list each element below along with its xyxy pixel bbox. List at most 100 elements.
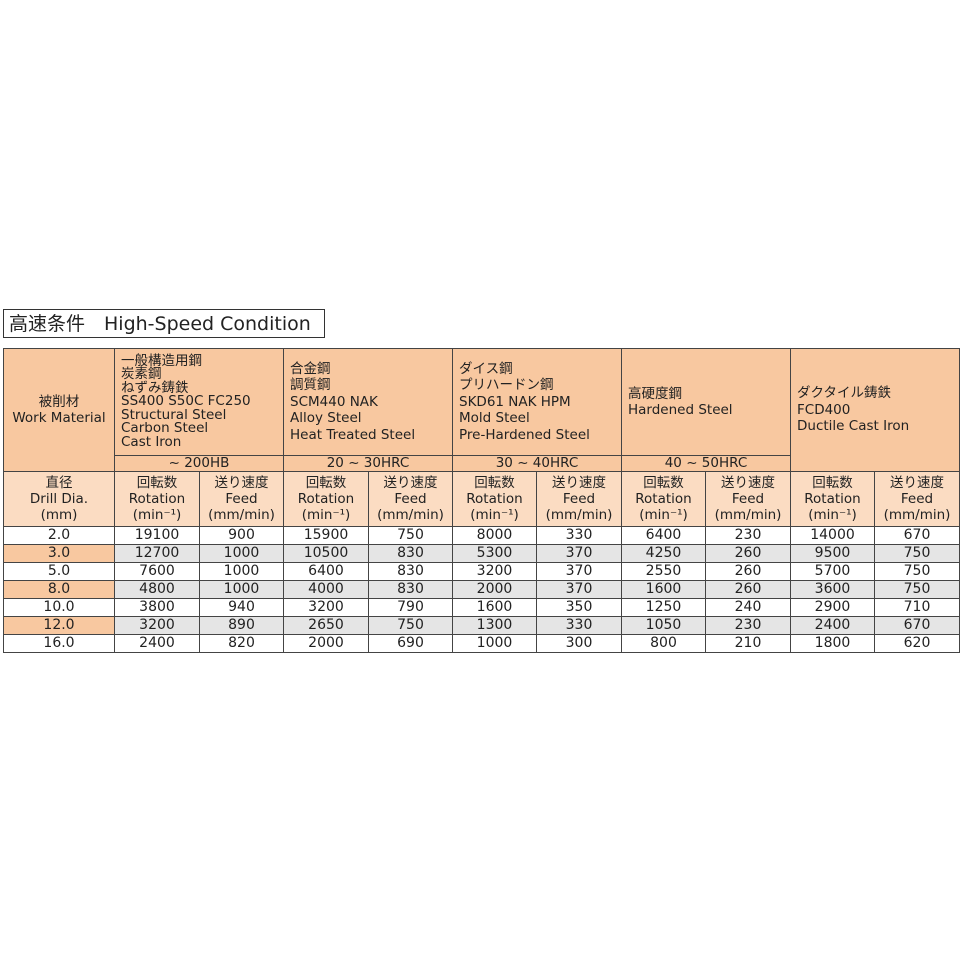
feed-header-line: (mm/min) bbox=[545, 507, 613, 523]
material-line: Alloy Steel bbox=[290, 410, 362, 427]
rotation-cell: 1600 bbox=[621, 580, 706, 599]
cutting-conditions-table: 被削材 Work Material 一般構造用鋼 炭素鋼 ねずみ鋳鉄 SS400 S50C… bbox=[3, 348, 961, 653]
feed-cell: 260 bbox=[705, 544, 791, 563]
feed-header-line: 送り速度 bbox=[552, 475, 606, 491]
feed-header-line: (mm/min) bbox=[377, 507, 444, 523]
material-line: 一般構造用鋼 bbox=[121, 352, 202, 369]
rotation-header-line: Rotation bbox=[128, 491, 186, 507]
feed-cell: 710 bbox=[873, 598, 961, 617]
work-material-label: 被削材 Work Material bbox=[3, 348, 115, 472]
feed-cell: 240 bbox=[705, 598, 791, 617]
feed-cell: 830 bbox=[368, 544, 453, 563]
feed-cell: 300 bbox=[536, 634, 622, 653]
rotation-header: 回転数 Rotation (min⁻¹) bbox=[114, 471, 200, 527]
material-header: ダイス鋼 プリハードン鋼 SKD61 NAK HPM Mold Steel Pre-Ha… bbox=[452, 348, 622, 456]
hardness-label: ~ 200HB bbox=[114, 455, 284, 472]
rotation-cell: 3600 bbox=[790, 580, 875, 599]
rotation-header-line: (min⁻¹) bbox=[470, 507, 519, 523]
material-line: ダイス鋼 bbox=[459, 360, 513, 377]
material-header: 合金鋼 調質鋼 SCM440 NAK Alloy Steel Heat Treated … bbox=[283, 348, 453, 456]
rotation-header-line: (min⁻¹) bbox=[301, 507, 351, 523]
feed-cell: 350 bbox=[536, 598, 622, 617]
rotation-cell: 2000 bbox=[283, 634, 369, 653]
feed-header-line: 送り速度 bbox=[890, 475, 944, 491]
rotation-cell: 2400 bbox=[790, 616, 875, 635]
rotation-cell: 7600 bbox=[114, 562, 200, 581]
material-line: Structural Steel bbox=[121, 406, 227, 423]
feed-cell: 230 bbox=[705, 526, 791, 545]
feed-cell: 670 bbox=[873, 616, 961, 635]
feed-cell: 260 bbox=[705, 580, 791, 599]
material-line: Hardened Steel bbox=[628, 402, 733, 418]
table-row: 12.0 3200 890 2650 750 1300 330 1050 230 2400 670 bbox=[3, 616, 961, 635]
feed-cell: 900 bbox=[199, 526, 284, 545]
rotation-cell: 6400 bbox=[621, 526, 706, 545]
rotation-cell: 14000 bbox=[790, 526, 875, 545]
feed-cell: 1000 bbox=[199, 544, 284, 563]
rotation-cell: 1250 bbox=[621, 598, 706, 617]
feed-cell: 370 bbox=[536, 562, 622, 581]
rotation-cell: 12700 bbox=[114, 544, 200, 563]
material-line: プリハードン鋼 bbox=[459, 377, 554, 394]
material-line: Mold Steel bbox=[459, 410, 530, 427]
material-line: Heat Treated Steel bbox=[290, 426, 416, 443]
drill-dia-header-line: Drill Dia. bbox=[29, 491, 89, 507]
work-material-jp: 被削材 bbox=[38, 394, 80, 410]
material-line: Pre-Hardened Steel bbox=[459, 426, 590, 443]
feed-header-line: Feed bbox=[731, 491, 765, 507]
feed-cell: 890 bbox=[199, 616, 284, 635]
hardness-label: 40 ~ 50HRC bbox=[621, 455, 791, 472]
rotation-header-line: (min⁻¹) bbox=[639, 507, 688, 523]
material-line: SCM440 NAK bbox=[290, 393, 378, 410]
feed-cell: 260 bbox=[705, 562, 791, 581]
drill-dia-cell: 3.0 bbox=[3, 544, 115, 563]
rotation-header-line: (min⁻¹) bbox=[132, 507, 182, 523]
rotation-cell: 1600 bbox=[452, 598, 537, 617]
material-header: ダクタイル鋳鉄 FCD400 Ductile Cast Iron bbox=[789, 348, 961, 472]
feed-cell: 830 bbox=[368, 562, 453, 581]
rotation-cell: 1000 bbox=[452, 634, 537, 653]
drill-dia-cell: 12.0 bbox=[3, 616, 115, 635]
feed-header-line: (mm/min) bbox=[883, 507, 951, 523]
material-line: 調質鋼 bbox=[290, 377, 331, 394]
feed-header: 送り速度 Feed (mm/min) bbox=[536, 471, 622, 527]
feed-header-line: 送り速度 bbox=[383, 475, 438, 491]
feed-cell: 750 bbox=[368, 526, 453, 545]
drill-dia-header: 直径 Drill Dia. (mm) bbox=[3, 471, 115, 527]
rotation-cell: 1300 bbox=[452, 616, 537, 635]
rotation-cell: 15900 bbox=[283, 526, 369, 545]
material-line: ねずみ鋳鉄 bbox=[121, 379, 189, 396]
rotation-cell: 1050 bbox=[621, 616, 706, 635]
rotation-cell: 800 bbox=[621, 634, 706, 653]
rotation-header: 回転数 Rotation (min⁻¹) bbox=[621, 471, 706, 527]
rotation-header: 回転数 Rotation (min⁻¹) bbox=[283, 471, 369, 527]
rotation-header-line: (min⁻¹) bbox=[808, 507, 857, 523]
feed-cell: 330 bbox=[536, 526, 622, 545]
rotation-cell: 1800 bbox=[790, 634, 875, 653]
feed-cell: 1000 bbox=[199, 562, 284, 581]
material-header: 高硬度鋼 Hardened Steel bbox=[621, 348, 791, 456]
rotation-header-line: Rotation bbox=[635, 491, 692, 507]
material-header-row: 被削材 Work Material 一般構造用鋼 炭素鋼 ねずみ鋳鉄 SS400 S50C… bbox=[3, 348, 961, 472]
rotation-cell: 3200 bbox=[114, 616, 200, 635]
feed-cell: 370 bbox=[536, 544, 622, 563]
table-row: 10.0 3800 940 3200 790 1600 350 1250 240 2900 710 bbox=[3, 598, 961, 617]
rotation-header-line: 回転数 bbox=[305, 475, 347, 491]
rotation-header: 回転数 Rotation (min⁻¹) bbox=[790, 471, 875, 527]
drill-dia-cell: 2.0 bbox=[3, 526, 115, 545]
drill-dia-cell: 10.0 bbox=[3, 598, 115, 617]
rotation-cell: 3200 bbox=[283, 598, 369, 617]
rotation-cell: 5700 bbox=[790, 562, 875, 581]
material-line: 合金鋼 bbox=[290, 360, 331, 377]
rotation-cell: 6400 bbox=[283, 562, 369, 581]
drill-dia-cell: 8.0 bbox=[3, 580, 115, 599]
table-row: 3.0 12700 1000 10500 830 5300 370 4250 260 9500 75… bbox=[3, 544, 961, 563]
section-title: 高速条件 High-Speed Condition bbox=[3, 309, 325, 338]
feed-cell: 790 bbox=[368, 598, 453, 617]
material-line: Ductile Cast Iron bbox=[797, 418, 910, 435]
material-line: Cast Iron bbox=[121, 433, 182, 450]
table-row: 8.0 4800 1000 4000 830 2000 370 1600 260 3600 750 bbox=[3, 580, 961, 599]
feed-cell: 370 bbox=[536, 580, 622, 599]
feed-cell: 690 bbox=[368, 634, 453, 653]
table-row: 5.0 7600 1000 6400 830 3200 370 2550 260 5700 750 bbox=[3, 562, 961, 581]
